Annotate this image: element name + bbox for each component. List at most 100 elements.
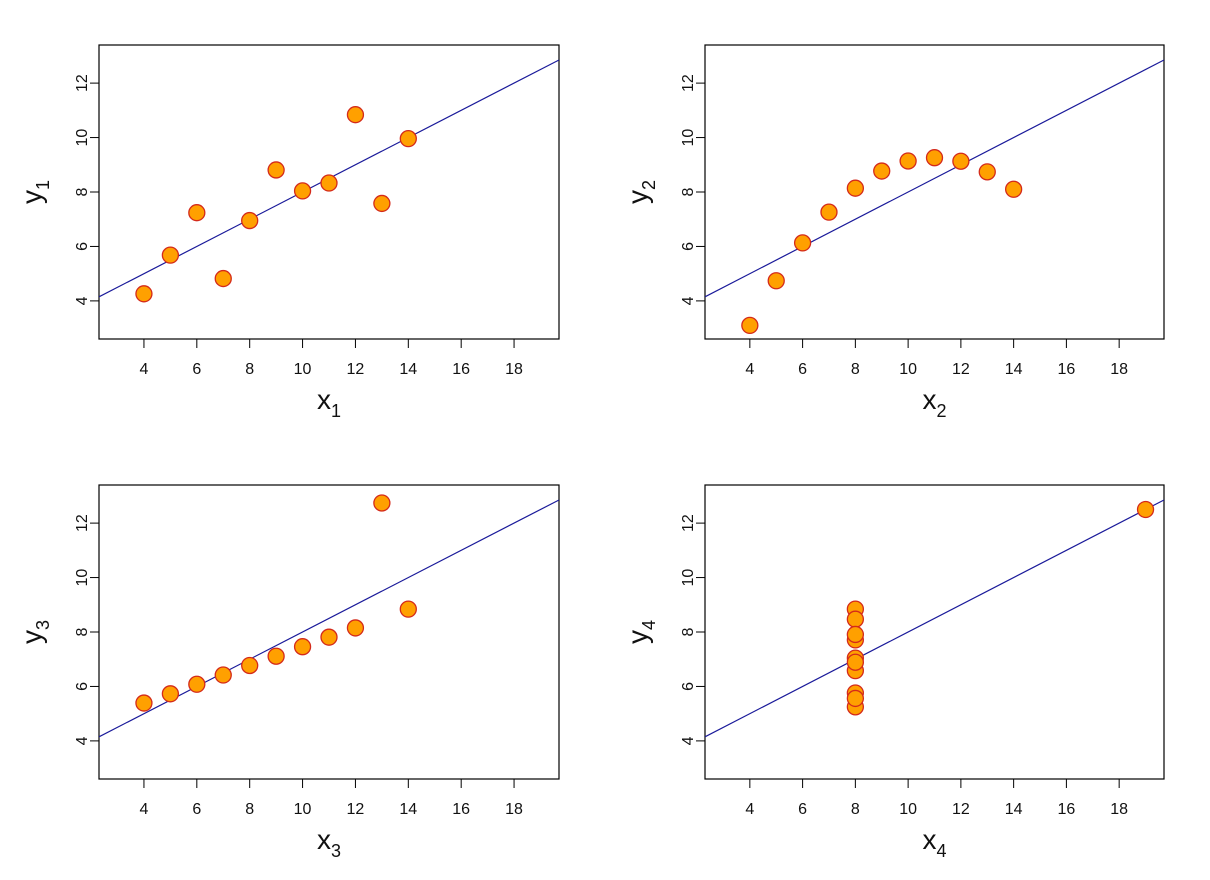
- x-axis-label: x3: [317, 824, 341, 861]
- y-tick-label: 4: [74, 296, 91, 305]
- data-point: [161, 685, 180, 703]
- data-point: [267, 647, 285, 665]
- x-tick-label: 18: [505, 801, 523, 818]
- x-tick-label: 12: [347, 361, 365, 378]
- y-tick-label: 6: [74, 242, 91, 251]
- y-tick-label: 8: [680, 187, 697, 196]
- scatter-panel-1: 4 6 8 10 12 14 16 18 4 6 8 10 12 x1 y1: [16, 44, 560, 421]
- data-point: [267, 161, 285, 179]
- plot-frame: [98, 44, 560, 340]
- y-tick-label: 10: [74, 129, 91, 147]
- x-tick-label: 18: [1110, 361, 1128, 378]
- y-tick-label: 8: [680, 627, 697, 636]
- y-tick-label: 10: [680, 129, 697, 147]
- x-tick-label: 12: [952, 361, 970, 378]
- x-tick-label: 10: [899, 361, 917, 378]
- data-point: [767, 272, 785, 290]
- x-tick-label: 6: [192, 801, 201, 818]
- x-tick-label: 14: [1005, 801, 1023, 818]
- scatter-panel-3: 4 6 8 10 12 14 16 18 4 6 8 10 12 x3 y3: [16, 484, 560, 861]
- plot-frame: [704, 484, 1165, 780]
- data-point: [399, 129, 417, 148]
- data-point: [320, 628, 338, 646]
- y-tick-label: 6: [680, 242, 697, 251]
- data-point: [899, 152, 917, 170]
- y-axis-label: y4: [622, 620, 659, 644]
- x-tick-label: 8: [245, 361, 254, 378]
- data-point: [846, 179, 865, 197]
- x-axis-label: x1: [317, 384, 341, 421]
- data-point: [373, 494, 391, 512]
- data-point: [846, 653, 865, 671]
- scatter-panel-2: 4 6 8 10 12 14 16 18 4 6 8 10 12 x2 y2: [622, 44, 1165, 421]
- x-tick-label: 8: [245, 801, 254, 818]
- data-point: [952, 152, 970, 170]
- y-tick-label: 12: [680, 514, 697, 532]
- data-point: [135, 285, 153, 303]
- data-point: [293, 182, 312, 200]
- x-tick-label: 12: [952, 801, 970, 818]
- x-tick-label: 4: [745, 801, 754, 818]
- data-point: [925, 149, 944, 167]
- y-tick-label: 12: [74, 514, 91, 532]
- data-point: [214, 269, 232, 288]
- data-point: [846, 610, 865, 628]
- x-tick-label: 18: [505, 361, 523, 378]
- scatter-panel-4: 4 6 8 10 12 14 16 18 4 6 8 10 12 x4 y4: [622, 484, 1165, 861]
- data-point: [214, 666, 232, 684]
- y-tick-label: 6: [680, 682, 697, 691]
- data-point: [346, 106, 365, 124]
- plot-frame: [704, 44, 1165, 340]
- y-tick-label: 4: [680, 296, 697, 305]
- x-tick-label: 14: [399, 361, 417, 378]
- y-tick-label: 4: [680, 736, 697, 745]
- x-tick-label: 8: [851, 801, 860, 818]
- data-point: [820, 203, 838, 221]
- x-tick-label: 6: [192, 361, 201, 378]
- x-tick-label: 4: [139, 801, 148, 818]
- data-point: [188, 204, 206, 222]
- x-tick-label: 10: [294, 361, 312, 378]
- y-tick-label: 12: [680, 74, 697, 92]
- y-tick-label: 4: [74, 736, 91, 745]
- y-axis-label: y3: [16, 620, 53, 644]
- data-point: [1136, 500, 1155, 519]
- x-tick-label: 8: [851, 361, 860, 378]
- x-tick-label: 6: [798, 801, 807, 818]
- data-point: [1004, 180, 1023, 198]
- x-tick-label: 16: [1057, 801, 1075, 818]
- x-tick-label: 14: [399, 801, 417, 818]
- y-tick-label: 10: [680, 569, 697, 587]
- data-point: [978, 163, 996, 181]
- x-tick-label: 14: [1005, 361, 1023, 378]
- data-point: [846, 625, 865, 644]
- x-tick-label: 12: [347, 801, 365, 818]
- data-point: [346, 619, 365, 637]
- data-point: [188, 675, 206, 693]
- data-point: [241, 211, 259, 230]
- y-axis-label: y2: [622, 180, 659, 204]
- y-tick-label: 10: [74, 569, 91, 587]
- y-tick-label: 12: [74, 74, 91, 92]
- x-tick-label: 18: [1110, 801, 1128, 818]
- x-tick-label: 16: [452, 361, 470, 378]
- data-point: [741, 316, 759, 335]
- data-point: [793, 234, 812, 252]
- y-tick-label: 8: [74, 627, 91, 636]
- data-point: [399, 600, 417, 618]
- y-tick-label: 8: [74, 187, 91, 196]
- regression-line: [705, 59, 1164, 298]
- data-point: [161, 246, 180, 264]
- data-point: [320, 174, 338, 192]
- x-tick-label: 16: [452, 801, 470, 818]
- y-axis-label: y1: [16, 180, 53, 204]
- x-tick-label: 10: [294, 801, 312, 818]
- x-tick-label: 10: [899, 801, 917, 818]
- x-tick-label: 16: [1057, 361, 1075, 378]
- data-point: [873, 162, 891, 180]
- x-axis-label: x2: [922, 384, 946, 421]
- data-point: [241, 656, 259, 675]
- regression-line: [705, 499, 1164, 738]
